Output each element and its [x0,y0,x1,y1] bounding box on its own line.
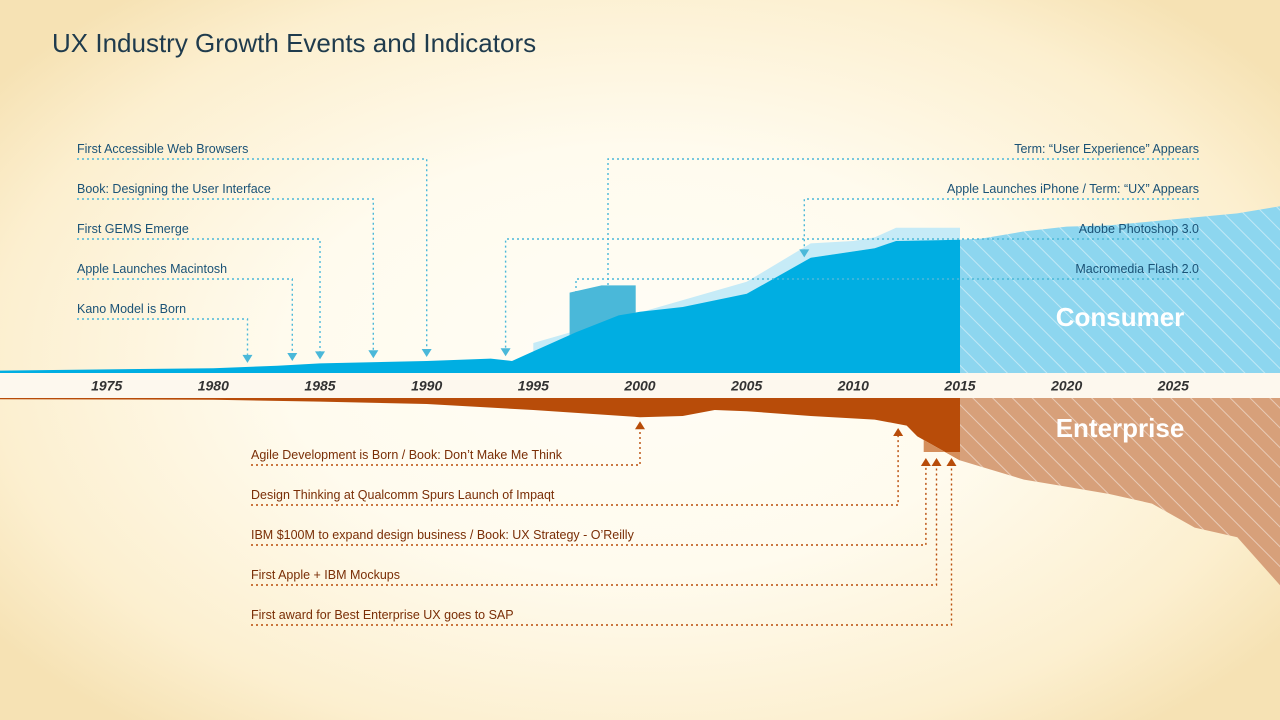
enterprise-series-label: Enterprise [1056,413,1185,443]
x-tick-label: 2025 [1157,378,1189,394]
enterprise-event-arrow [920,458,931,466]
consumer-event-label: Macromedia Flash 2.0 [1075,262,1199,276]
consumer-event-label: Adobe Photoshop 3.0 [1079,222,1199,236]
consumer-event-leader [77,158,428,349]
consumer-area [0,239,960,373]
consumer-forecast-hatch [960,206,1280,373]
x-tick-label: 1985 [304,378,335,394]
enterprise-event-label: First Apple + IBM Mockups [251,568,400,582]
consumer-event-label: Term: “User Experience” Appears [1014,142,1199,156]
consumer-event-leader [77,198,374,351]
x-tick-label: 1995 [518,378,549,394]
consumer-event-arrow [603,307,613,316]
enterprise-lower-band [923,440,960,461]
x-tick-label: 2020 [1050,378,1082,394]
enterprise-forecast-hatch [960,398,1280,586]
consumer-series-label: Consumer [1056,302,1185,332]
consumer-event-label: Book: Designing the User Interface [77,182,271,196]
enterprise-event-leader [251,466,953,626]
enterprise-event-arrow [931,458,942,466]
consumer-event-arrow [421,349,432,357]
enterprise-event-label: First award for Best Enterprise UX goes … [251,608,514,622]
enterprise-event-arrow [893,428,904,436]
axis-band [0,373,1280,398]
consumer-event-leader [607,158,1199,308]
x-tick-label: 1980 [198,378,229,394]
consumer-event-leader [803,198,1199,250]
consumer-event-label: First GEMS Emerge [77,222,189,236]
x-tick-label: 2010 [837,378,869,394]
x-tick-label: 2005 [730,378,762,394]
enterprise-event-label: Design Thinking at Qualcomm Spurs Launch… [251,488,555,502]
page-title: UX Industry Growth Events and Indicators [52,28,537,58]
consumer-event-label: Apple Launches Macintosh [77,262,227,276]
enterprise-event-label: Agile Development is Born / Book: Don’t … [251,448,563,462]
consumer-highlight-block [569,285,636,336]
consumer-event-label: Kano Model is Born [77,302,186,316]
consumer-event-leader [504,238,1199,349]
consumer-event-leader [77,238,321,352]
x-tick-label: 2000 [623,378,655,394]
enterprise-area [0,398,960,461]
x-tick-label: 1975 [91,378,122,394]
enterprise-event-leader [251,466,938,586]
consumer-event-arrow [571,320,581,329]
x-tick-label: 2015 [943,378,975,394]
enterprise-event-leader [251,436,899,506]
consumer-event-arrow [799,249,810,258]
enterprise-event-label: IBM $100M to expand design business / Bo… [251,528,635,542]
consumer-event-arrow [315,351,325,360]
consumer-event-arrow [242,354,253,363]
consumer-event-leader [77,278,293,353]
consumer-event-leader [77,318,249,355]
x-tick-label: 1990 [411,378,442,394]
consumer-event-arrow [368,350,379,359]
consumer-event-label: Apple Launches iPhone / Term: “UX” Appea… [947,182,1199,196]
enterprise-event-arrow [635,421,645,430]
consumer-event-label: First Accessible Web Browsers [77,142,248,156]
consumer-event-leader [575,278,1199,321]
enterprise-event-arrow [946,458,957,466]
consumer-event-arrow [287,352,298,361]
consumer-event-arrow [500,348,511,357]
